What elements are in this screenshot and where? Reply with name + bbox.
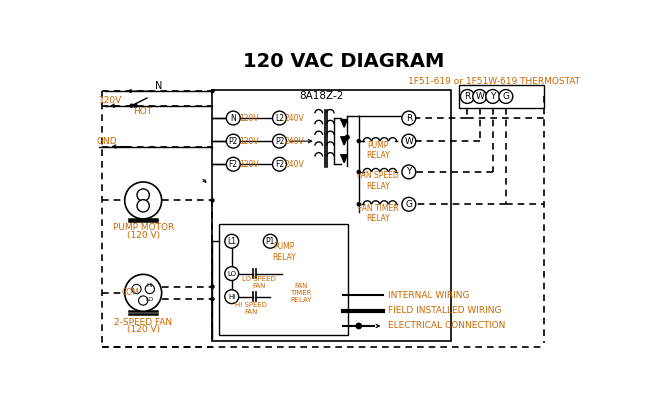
Circle shape [125, 182, 161, 219]
Text: 120V: 120V [239, 160, 259, 169]
Bar [218, 223, 348, 335]
Text: N: N [155, 81, 162, 91]
Text: HI: HI [228, 294, 235, 300]
Circle shape [211, 285, 214, 288]
Text: 120V: 120V [99, 96, 123, 105]
Bar [459, 85, 543, 108]
Circle shape [402, 134, 416, 148]
Circle shape [263, 234, 277, 248]
Circle shape [225, 266, 239, 280]
Circle shape [225, 290, 239, 304]
Text: Y: Y [490, 92, 495, 101]
Circle shape [273, 111, 286, 125]
Circle shape [402, 165, 416, 179]
Circle shape [137, 189, 149, 201]
Circle shape [139, 296, 148, 305]
Circle shape [357, 171, 360, 173]
Text: PUMP
RELAY: PUMP RELAY [272, 242, 296, 262]
Text: 1F51-619 or 1F51W-619 THERMOSTAT: 1F51-619 or 1F51W-619 THERMOSTAT [407, 77, 580, 85]
Circle shape [357, 203, 360, 206]
Text: F2: F2 [228, 160, 238, 169]
Text: W: W [475, 92, 484, 101]
Polygon shape [341, 137, 347, 145]
Text: 240V: 240V [285, 137, 305, 146]
Text: PUMP MOTOR: PUMP MOTOR [113, 223, 174, 232]
Text: PUMP
RELAY: PUMP RELAY [366, 141, 390, 160]
Circle shape [226, 134, 240, 148]
Text: LO: LO [227, 271, 237, 277]
Text: R: R [406, 114, 412, 122]
Text: (120 V): (120 V) [127, 230, 159, 240]
Circle shape [130, 104, 133, 107]
Text: F2: F2 [275, 160, 284, 169]
Text: FAN SPEED
RELAY: FAN SPEED RELAY [357, 171, 399, 191]
Text: 120 VAC DIAGRAM: 120 VAC DIAGRAM [243, 52, 444, 71]
Circle shape [473, 90, 486, 103]
Text: FAN TIMER
RELAY: FAN TIMER RELAY [358, 204, 399, 223]
Circle shape [345, 135, 349, 139]
Text: P2: P2 [275, 137, 284, 146]
Circle shape [460, 90, 474, 103]
Circle shape [137, 200, 149, 212]
Polygon shape [341, 155, 347, 163]
Circle shape [211, 297, 214, 300]
Text: (120 V): (120 V) [127, 325, 159, 334]
Text: R: R [464, 92, 470, 101]
Text: 240V: 240V [285, 114, 305, 122]
Bar [212, 91, 451, 341]
Circle shape [226, 157, 240, 171]
Text: 8A18Z-2: 8A18Z-2 [299, 91, 344, 101]
Text: LO SPEED
FAN: LO SPEED FAN [242, 276, 275, 290]
Circle shape [499, 90, 513, 103]
Text: G: G [405, 200, 412, 209]
Text: P1: P1 [265, 237, 275, 246]
Circle shape [145, 285, 155, 294]
Text: 240V: 240V [285, 160, 305, 169]
Text: HI: HI [146, 283, 153, 288]
Circle shape [211, 90, 214, 93]
Circle shape [134, 104, 137, 107]
Text: P2: P2 [228, 137, 238, 146]
Text: GND: GND [97, 137, 118, 146]
Circle shape [273, 134, 286, 148]
Text: ELECTRICAL CONNECTION: ELECTRICAL CONNECTION [388, 321, 505, 331]
Circle shape [402, 197, 416, 211]
Circle shape [357, 140, 360, 143]
Text: 120V: 120V [239, 114, 259, 122]
Circle shape [273, 157, 286, 171]
Text: 2-SPEED FAN: 2-SPEED FAN [114, 318, 172, 326]
Text: L2: L2 [275, 114, 284, 122]
Text: HOT: HOT [133, 106, 153, 116]
Text: Y: Y [406, 168, 411, 176]
Text: HI SPEED
FAN: HI SPEED FAN [235, 302, 267, 315]
Text: N: N [230, 114, 236, 122]
Circle shape [125, 274, 161, 311]
Text: COM: COM [122, 288, 139, 297]
Circle shape [402, 111, 416, 125]
Circle shape [225, 234, 239, 248]
Text: G: G [502, 92, 509, 101]
Circle shape [486, 90, 500, 103]
Circle shape [211, 199, 214, 202]
Text: LO: LO [145, 297, 153, 302]
Circle shape [132, 285, 141, 294]
Text: 120V: 120V [239, 137, 259, 146]
Polygon shape [341, 119, 347, 127]
Circle shape [226, 111, 240, 125]
Text: W: W [405, 137, 413, 146]
Circle shape [356, 323, 362, 328]
Text: INTERNAL WIRING: INTERNAL WIRING [388, 291, 470, 300]
Text: FAN
TIMER
RELAY: FAN TIMER RELAY [290, 283, 312, 303]
Text: FIELD INSTALLED WIRING: FIELD INSTALLED WIRING [388, 306, 502, 315]
Text: L1: L1 [227, 237, 237, 246]
